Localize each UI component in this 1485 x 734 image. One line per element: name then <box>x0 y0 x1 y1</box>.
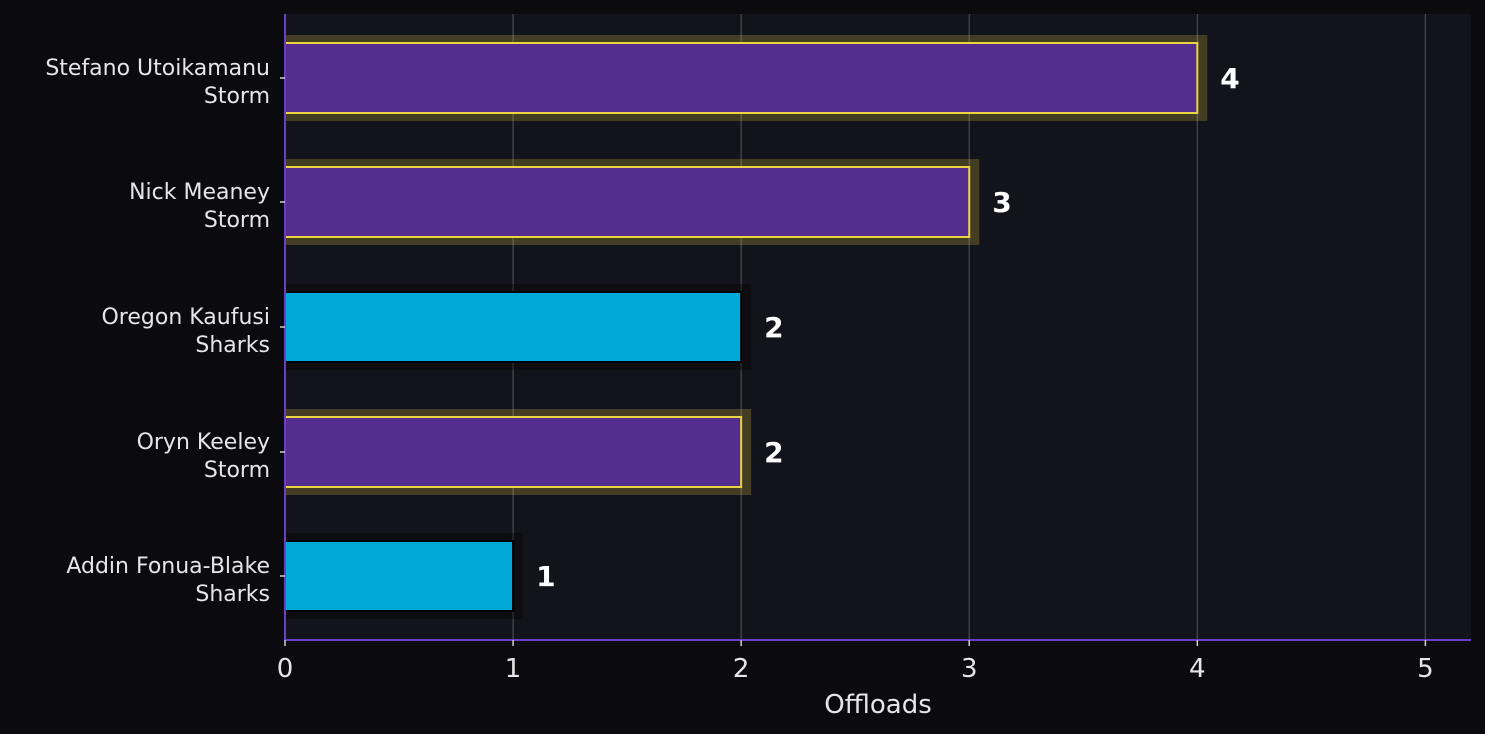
bar-value-label: 4 <box>1220 62 1239 95</box>
x-tick-label: 4 <box>1189 654 1206 684</box>
bar-value-label: 2 <box>764 436 783 469</box>
x-tick-labels: 0 1 2 3 4 5 <box>277 640 1434 684</box>
y-category-player-label: Oryn Keeley <box>137 430 270 455</box>
x-tick-label: 5 <box>1417 654 1434 684</box>
y-category-player-label: Stefano Utoikamanu <box>45 56 270 81</box>
y-category-player-label: Oregon Kaufusi <box>101 305 270 330</box>
x-tick-label: 0 <box>277 654 294 684</box>
x-axis-title: Offloads <box>824 690 932 720</box>
x-tick-label: 1 <box>505 654 522 684</box>
bar <box>284 291 743 363</box>
bar <box>284 416 743 488</box>
y-category-team-label: Sharks <box>195 582 270 607</box>
axes <box>280 14 1471 641</box>
bar-value-label: 2 <box>764 311 783 344</box>
bar-value-label: 1 <box>536 560 555 593</box>
y-category-player-label: Nick Meaney <box>129 180 270 205</box>
bar <box>284 166 971 238</box>
x-tick-label: 2 <box>733 654 750 684</box>
y-category-team-label: Storm <box>204 458 270 483</box>
y-category-team-label: Storm <box>204 208 270 233</box>
bars <box>284 35 1208 619</box>
y-category-team-label: Sharks <box>195 333 270 358</box>
bar-value-label: 3 <box>992 186 1011 219</box>
y-category-player-label: Addin Fonua-Blake <box>66 554 270 579</box>
y-category-team-label: Storm <box>204 84 270 109</box>
value-labels: 4 3 2 2 1 <box>536 62 1240 593</box>
bar <box>284 540 515 612</box>
y-category-labels: Stefano Utoikamanu Storm Nick Meaney Storm O… <box>45 56 270 607</box>
x-tick-label: 3 <box>961 654 978 684</box>
bar <box>284 42 1199 114</box>
